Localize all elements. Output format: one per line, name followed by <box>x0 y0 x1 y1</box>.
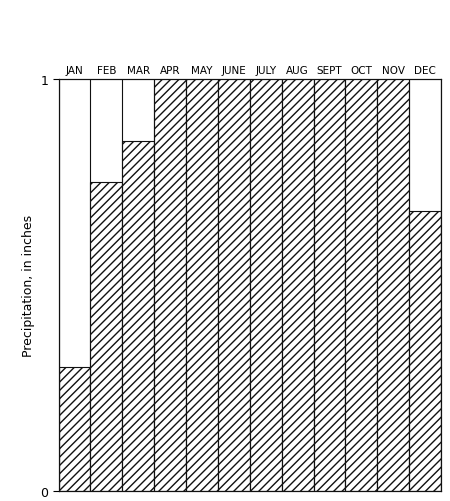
Bar <box>58 368 90 491</box>
Bar <box>90 183 122 491</box>
Bar <box>409 211 441 491</box>
Bar <box>282 0 314 491</box>
Bar <box>122 142 154 491</box>
Bar <box>218 0 250 491</box>
Bar <box>186 0 218 491</box>
Bar <box>314 0 346 491</box>
Bar <box>377 0 409 491</box>
Bar <box>154 0 186 491</box>
Y-axis label: Precipitation, in inches: Precipitation, in inches <box>22 214 35 357</box>
Bar <box>346 0 377 491</box>
Bar <box>250 0 282 491</box>
